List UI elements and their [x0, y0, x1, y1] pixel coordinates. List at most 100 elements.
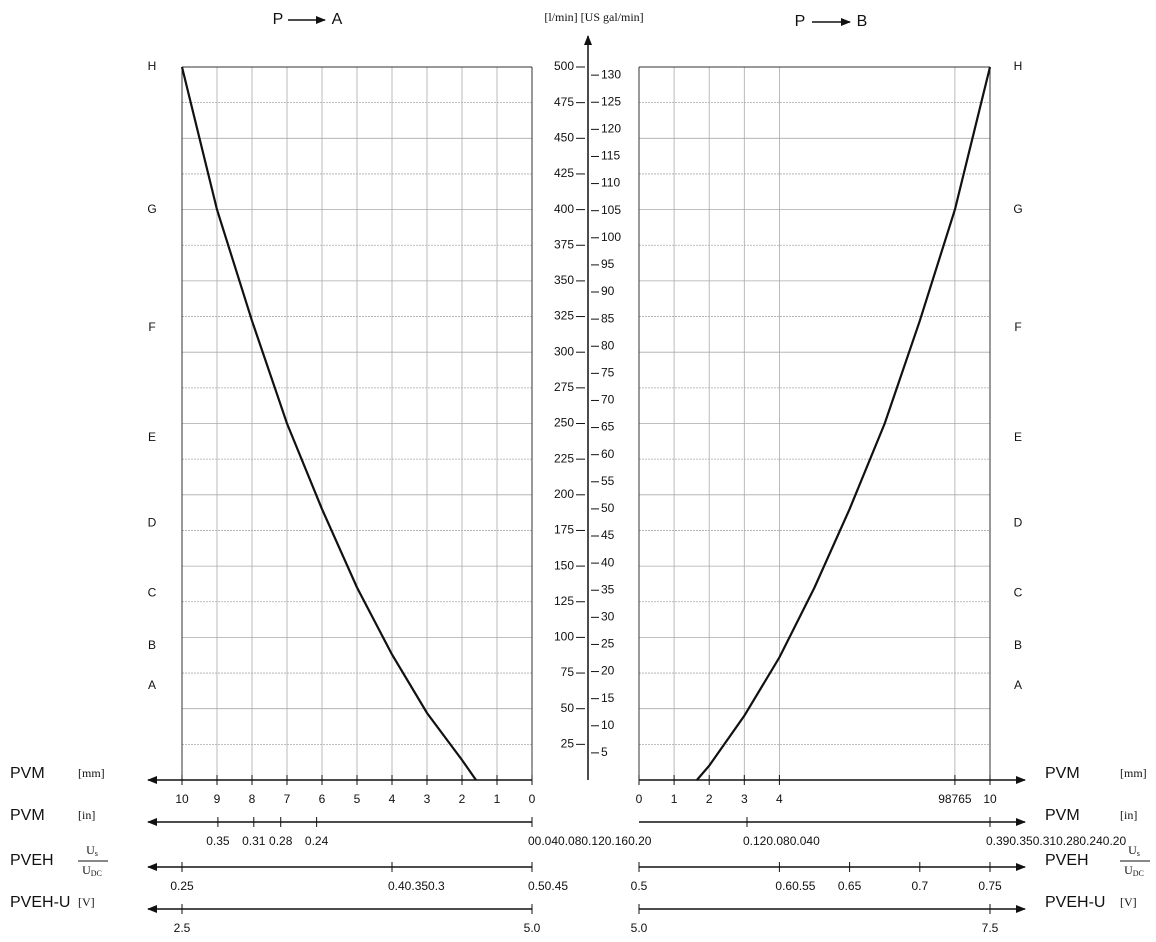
- gpm-tick-label: 10: [601, 718, 615, 732]
- gpm-tick-label: 50: [601, 501, 615, 515]
- gpm-tick-label: 95: [601, 257, 615, 271]
- scale-tick-label: 0.75: [978, 879, 1002, 893]
- lpm-tick-label: 25: [561, 737, 575, 751]
- scale-unit: [in]: [1120, 808, 1137, 822]
- gpm-tick-label: 20: [601, 664, 615, 678]
- gpm-tick-label: 90: [601, 284, 615, 298]
- lpm-tick-label: 350: [554, 273, 574, 287]
- unit-symbol: U: [86, 843, 95, 857]
- scale-tick-label: 0.120.080.040: [743, 834, 820, 848]
- gpm-tick-label: 85: [601, 311, 615, 325]
- lpm-tick-label: 175: [554, 523, 574, 537]
- scale-tick-label: 0.65: [838, 879, 862, 893]
- lpm-tick-label: 150: [554, 558, 574, 572]
- zone-label: F: [148, 320, 155, 334]
- gpm-tick-label: 110: [601, 176, 620, 190]
- gpm-tick-label: 130: [601, 67, 621, 81]
- scale-tick-label: 2: [706, 792, 713, 806]
- scale-tick-label: 8: [249, 792, 256, 806]
- scale-tick-label: 0.28: [269, 834, 293, 848]
- unit-numerator: Us: [1128, 843, 1140, 858]
- scale-tick-label: 5.0: [524, 921, 541, 935]
- lpm-tick-label: 250: [554, 416, 574, 430]
- zone-label: D: [148, 515, 157, 529]
- scale-unit: [V]: [1120, 895, 1137, 909]
- gpm-tick-label: 75: [601, 366, 615, 380]
- gpm-tick-label: 30: [601, 610, 615, 624]
- scale-tick-label: 10: [983, 792, 997, 806]
- scale-tick-label: 5.0: [631, 921, 648, 935]
- scale-unit: [in]: [78, 808, 95, 822]
- scale-tick-label: 2: [459, 792, 466, 806]
- lpm-tick-label: 300: [554, 344, 574, 358]
- unit-denominator: UDC: [1124, 863, 1144, 878]
- scale-tick-label: 1: [494, 792, 501, 806]
- scale-name: PVEH-U: [10, 894, 70, 911]
- zone-label: F: [1014, 320, 1021, 334]
- gpm-tick-label: 35: [601, 582, 615, 596]
- scale-unit: [mm]: [78, 766, 105, 780]
- unit-subscript: s: [1137, 849, 1140, 858]
- unit-denominator: UDC: [82, 863, 102, 878]
- scale-name: PVEH-U: [1045, 894, 1105, 911]
- scale-tick-label: 0: [529, 792, 536, 806]
- gpm-tick-label: 25: [601, 637, 615, 651]
- right-title-to: B: [857, 13, 868, 30]
- scale-tick-label: 0.24: [305, 834, 329, 848]
- scale-tick-label: 2.5: [174, 921, 191, 935]
- left-title-to: A: [332, 11, 343, 28]
- scale-unit: [V]: [78, 895, 95, 909]
- lpm-tick-label: 400: [554, 202, 574, 216]
- gpm-tick-label: 80: [601, 338, 615, 352]
- scale-tick-label: 10: [175, 792, 189, 806]
- scale-tick-label: 0.31: [242, 834, 266, 848]
- gpm-tick-label: 40: [601, 555, 615, 569]
- flow-curve: [696, 66, 992, 781]
- lpm-tick-label: 325: [554, 309, 574, 323]
- scale-tick-label: 0.390.350.310.280.240.20: [986, 834, 1126, 848]
- gpm-tick-label: 120: [601, 122, 621, 136]
- scale-tick-label: 4: [389, 792, 396, 806]
- scale-name: PVEH: [1045, 852, 1089, 869]
- scale-tick-label: 0.7: [911, 879, 928, 893]
- scale-unit: [mm]: [1120, 766, 1147, 780]
- scale-name: PVEH: [10, 852, 54, 869]
- scale-tick-label: 7.5: [982, 921, 999, 935]
- unit-symbol: U: [1124, 863, 1133, 877]
- scale-tick-label: 6: [319, 792, 326, 806]
- scale-tick-label: 4: [776, 792, 783, 806]
- lpm-tick-label: 375: [554, 237, 574, 251]
- gpm-tick-label: 65: [601, 420, 615, 434]
- lpm-tick-label: 275: [554, 380, 574, 394]
- zone-label: D: [1014, 515, 1023, 529]
- scale-name: PVM: [10, 807, 45, 824]
- lpm-tick-label: 450: [554, 130, 574, 144]
- scale-name: PVM: [10, 765, 45, 782]
- gpm-tick-label: 115: [601, 149, 620, 163]
- zone-label: A: [1014, 678, 1022, 692]
- zone-label: H: [1014, 59, 1023, 73]
- scale-tick-label: 0.35: [206, 834, 230, 848]
- lpm-tick-label: 50: [561, 701, 575, 715]
- zone-label: A: [148, 678, 156, 692]
- unit-subscript: DC: [91, 869, 102, 878]
- unit-symbol: U: [1128, 843, 1137, 857]
- lpm-tick-label: 125: [554, 594, 574, 608]
- scale-tick-label: 3: [424, 792, 431, 806]
- gpm-tick-label: 55: [601, 474, 615, 488]
- scale-tick-label: 0: [636, 792, 643, 806]
- gpm-tick-label: 100: [601, 230, 621, 244]
- zone-label: G: [147, 202, 156, 216]
- scale-tick-label: 0.60.55: [775, 879, 815, 893]
- zone-label: E: [148, 430, 156, 444]
- gpm-tick-label: 125: [601, 94, 621, 108]
- zone-label: B: [148, 638, 156, 652]
- zone-label: G: [1013, 202, 1022, 216]
- zone-label: H: [148, 59, 157, 73]
- scale-name: PVM: [1045, 807, 1080, 824]
- flow-axis-label: [l/min] [US gal/min]: [544, 10, 643, 24]
- lpm-tick-label: 500: [554, 59, 574, 73]
- unit-numerator: Us: [86, 843, 98, 858]
- lpm-tick-label: 475: [554, 95, 574, 109]
